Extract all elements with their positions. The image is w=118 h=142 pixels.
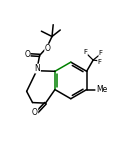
Text: O: O	[24, 50, 30, 59]
Text: O: O	[45, 44, 51, 53]
Text: N: N	[35, 64, 40, 73]
Text: F: F	[83, 49, 87, 55]
Text: F: F	[98, 59, 102, 65]
Text: O: O	[32, 108, 38, 117]
Text: F: F	[99, 50, 103, 56]
Text: Me: Me	[96, 85, 107, 94]
